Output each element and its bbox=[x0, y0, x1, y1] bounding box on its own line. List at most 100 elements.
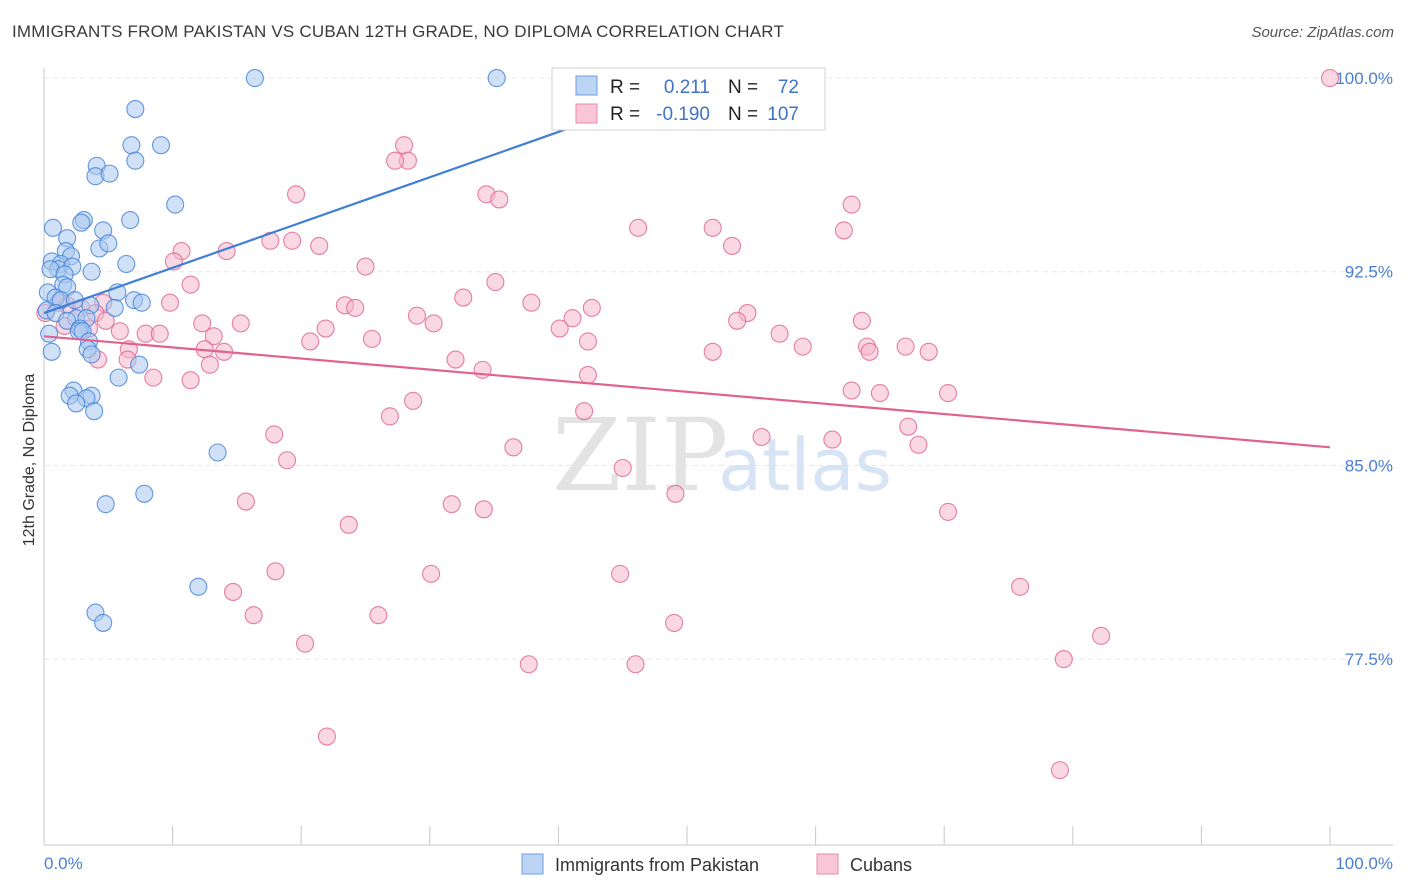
legend-n-label-cubans: N = bbox=[728, 104, 758, 125]
bottom-legend-label-cubans: Cubans bbox=[850, 855, 912, 875]
pakistan-point bbox=[94, 613, 113, 632]
pakistan-point bbox=[189, 577, 208, 596]
pakistan-point bbox=[208, 443, 227, 462]
pakistan-point bbox=[72, 213, 91, 232]
cubans-point bbox=[1054, 650, 1073, 669]
pakistan-point bbox=[130, 355, 149, 374]
source-label: Source: ZipAtlas.com bbox=[1251, 24, 1394, 41]
cubans-point bbox=[422, 564, 441, 583]
pakistan-point bbox=[85, 402, 104, 421]
cubans-point bbox=[793, 337, 812, 356]
bottom-legend-swatch-pakistan bbox=[521, 853, 544, 875]
pakistan-point bbox=[121, 211, 140, 230]
cubans-point bbox=[474, 500, 493, 519]
bottom-legend-label-pakistan: Immigrants from Pakistan bbox=[555, 855, 759, 875]
legend-n-label-pakistan: N = bbox=[728, 77, 758, 98]
pakistan-point bbox=[135, 484, 154, 503]
pakistan-point bbox=[100, 164, 119, 183]
cubans-point bbox=[386, 151, 405, 170]
cubans-point bbox=[442, 495, 461, 514]
pakistan-point bbox=[42, 342, 61, 361]
x-tick-label-min: 0.0% bbox=[44, 854, 83, 873]
pakistan-point bbox=[67, 394, 86, 413]
pakistan-point bbox=[43, 218, 63, 237]
cubans-point bbox=[896, 337, 915, 356]
cubans-point bbox=[578, 365, 598, 385]
cubans-point bbox=[283, 231, 302, 250]
cubans-point bbox=[665, 613, 684, 632]
pakistan-point bbox=[166, 195, 185, 214]
cubans-point bbox=[1320, 69, 1340, 88]
cubans-point bbox=[860, 342, 879, 361]
cubans-point bbox=[1092, 626, 1111, 645]
cubans-point bbox=[193, 314, 212, 333]
cubans-point bbox=[842, 381, 861, 400]
legend-swatch-pakistan bbox=[575, 75, 598, 96]
cubans-point bbox=[629, 218, 648, 237]
cubans-point bbox=[296, 634, 315, 653]
pakistan-point bbox=[126, 100, 145, 119]
legend-r-value-cubans: -0.190 bbox=[656, 104, 710, 125]
cubans-point bbox=[424, 314, 443, 333]
pakistan-point bbox=[99, 234, 118, 253]
pakistan-point bbox=[126, 151, 145, 170]
legend-n-value-pakistan: 72 bbox=[778, 77, 799, 98]
cubans-point bbox=[575, 402, 594, 421]
y-axis-title: 12th Grade, No Diploma bbox=[21, 374, 38, 547]
cubans-point bbox=[339, 515, 358, 534]
cubans-point bbox=[160, 293, 180, 312]
cubans-point bbox=[310, 236, 329, 255]
cubans-point bbox=[578, 332, 598, 351]
cubans-point bbox=[939, 384, 958, 403]
y-tick-labels: 100.0% 92.5% 85.0% 77.5% bbox=[1335, 69, 1393, 669]
legend-box: R = 0.211 N = 72 R = -0.190 N = 107 bbox=[551, 67, 826, 131]
chart-title: IMMIGRANTS FROM PAKISTAN VS CUBAN 12TH G… bbox=[12, 22, 785, 41]
cubans-point bbox=[181, 371, 200, 390]
cubans-point bbox=[369, 606, 388, 625]
cubans-point bbox=[490, 190, 509, 209]
cubans-point bbox=[626, 655, 645, 674]
cubans-point bbox=[770, 324, 789, 343]
pakistan-point bbox=[40, 324, 59, 343]
x-tick-label-max: 100.0% bbox=[1335, 854, 1393, 873]
cubans-point bbox=[909, 435, 928, 454]
axes bbox=[43, 68, 1393, 846]
cubans-trend-line bbox=[43, 335, 1331, 449]
pakistan-point bbox=[82, 345, 101, 364]
y-tick-label: 100.0% bbox=[1335, 69, 1393, 88]
cubans-point bbox=[287, 185, 306, 204]
cubans-point bbox=[550, 319, 569, 338]
cubans-point bbox=[852, 311, 871, 330]
cubans-point bbox=[454, 288, 473, 307]
cubans-point bbox=[301, 332, 320, 351]
pakistan-point bbox=[132, 293, 151, 312]
cubans-point bbox=[150, 324, 169, 343]
pakistan-point bbox=[151, 136, 171, 155]
cubans-point bbox=[200, 355, 219, 374]
pakistan-point bbox=[245, 69, 264, 88]
cubans-point bbox=[703, 342, 722, 361]
cubans-point bbox=[380, 407, 399, 426]
cubans-point bbox=[204, 327, 223, 346]
cubans-point bbox=[317, 727, 336, 746]
cubans-point bbox=[181, 275, 200, 294]
cubans-point bbox=[939, 502, 958, 521]
pakistan-trend-line bbox=[43, 128, 566, 315]
cubans-point bbox=[722, 236, 742, 255]
cubans-point bbox=[446, 350, 465, 369]
legend-n-value-cubans: 107 bbox=[767, 104, 799, 125]
pakistan-point bbox=[487, 69, 506, 88]
cubans-point bbox=[278, 451, 297, 470]
cubans-point bbox=[356, 257, 375, 276]
cubans-point bbox=[316, 319, 335, 338]
bottom-legend-swatch-cubans bbox=[816, 853, 839, 875]
cubans-point bbox=[407, 306, 426, 325]
pakistan-point bbox=[122, 136, 141, 155]
cubans-point bbox=[244, 606, 263, 625]
cubans-point bbox=[404, 391, 423, 410]
cubans-point bbox=[231, 314, 250, 333]
cubans-point bbox=[266, 562, 285, 581]
cubans-point bbox=[504, 438, 523, 457]
cubans-point bbox=[842, 195, 861, 214]
y-tick-label: 92.5% bbox=[1345, 263, 1393, 282]
